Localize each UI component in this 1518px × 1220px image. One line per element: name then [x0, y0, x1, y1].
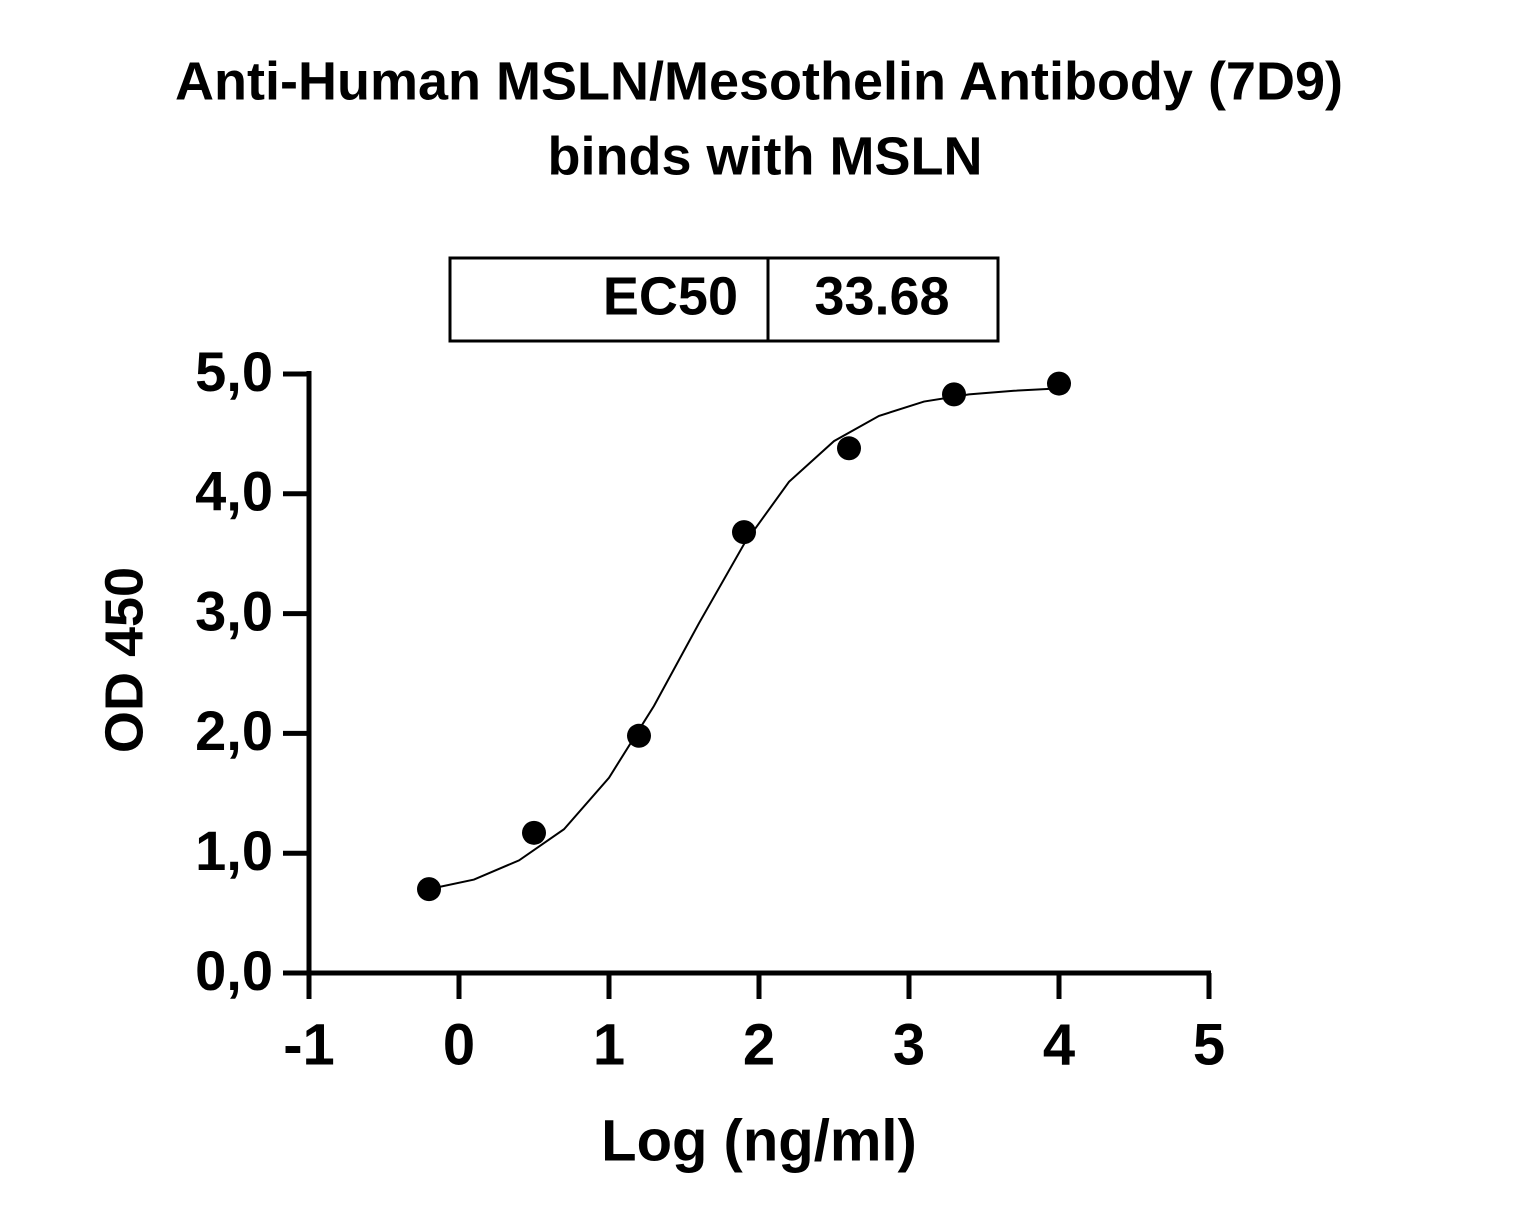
annotation-box	[448, 256, 1000, 343]
x-tick-label: 0	[443, 1012, 475, 1077]
x-tick-label: 2	[743, 1012, 775, 1077]
data-point	[417, 877, 441, 902]
y-tick-label: 5,0	[195, 340, 273, 403]
fit-curve	[428, 387, 1060, 891]
data-point	[1047, 371, 1071, 396]
x-tick-label: 1	[593, 1012, 625, 1077]
chart-title: Anti-Human MSLN/Mesothelin Antibody (7D9…	[175, 51, 1343, 111]
y-tick-label: 1,0	[195, 819, 273, 882]
y-tick-label: 0,0	[195, 939, 273, 1002]
x-tick-label: 5	[1193, 1012, 1225, 1077]
annotation-value: 33.68	[814, 266, 949, 326]
annotation-label: EC50	[603, 266, 738, 326]
y-tick-label: 4,0	[195, 460, 273, 523]
x-axis-label: Log (ng/ml)	[601, 1108, 917, 1173]
data-point	[732, 520, 756, 545]
chart-title: binds with MSLN	[548, 126, 983, 186]
data-point	[942, 382, 966, 407]
data-point	[837, 436, 861, 461]
x-tick-label: -1	[283, 1012, 335, 1077]
y-axis-label: OD 450	[94, 567, 154, 753]
x-tick-label: 3	[893, 1012, 925, 1077]
data-point	[627, 723, 651, 748]
x-tick-label: 4	[1043, 1012, 1075, 1077]
y-tick-label: 3,0	[195, 579, 273, 642]
data-point	[522, 820, 546, 845]
y-tick-label: 2,0	[195, 699, 273, 762]
